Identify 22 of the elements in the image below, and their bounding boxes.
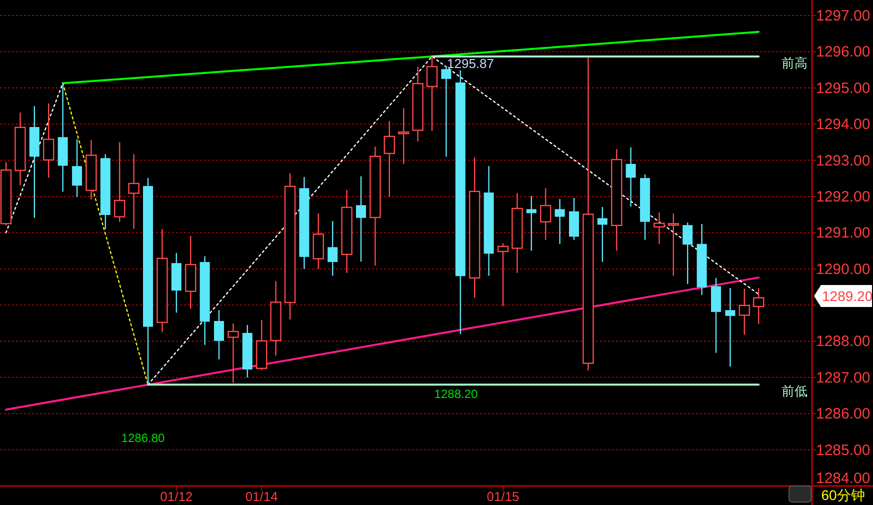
y-tick-label: 1291.00 xyxy=(816,224,870,242)
x-tick-label: 01/14 xyxy=(245,489,278,504)
y-tick-label: 1285.00 xyxy=(816,442,870,459)
annotation: 1288.20 xyxy=(434,387,478,401)
y-tick-label: 1297.00 xyxy=(816,8,870,25)
y-tick-label: 1292.00 xyxy=(816,188,870,206)
x-tick-label: 01/12 xyxy=(160,489,193,504)
y-tick-label: 1288.00 xyxy=(816,333,870,350)
y-tick-label: 1293.00 xyxy=(816,152,870,170)
y-tick-label: 1284.00 xyxy=(816,470,870,487)
series-label: 前低 xyxy=(782,384,808,399)
y-tick-label: 1296.00 xyxy=(816,44,870,61)
y-tick-label: 1294.00 xyxy=(816,116,870,134)
y-tick-label: 1295.00 xyxy=(816,80,870,97)
y-tick-label: 1290.00 xyxy=(816,260,870,278)
series-label: 前高 xyxy=(782,55,808,70)
y-tick-label: 1287.00 xyxy=(816,369,870,386)
y-tick-label: 1286.00 xyxy=(816,406,870,423)
annotation: 1295.87 xyxy=(447,56,494,71)
x-tick-label: 01/15 xyxy=(486,489,520,504)
text: 60分钟 xyxy=(821,487,865,503)
annotation: 1286.80 xyxy=(121,431,166,445)
